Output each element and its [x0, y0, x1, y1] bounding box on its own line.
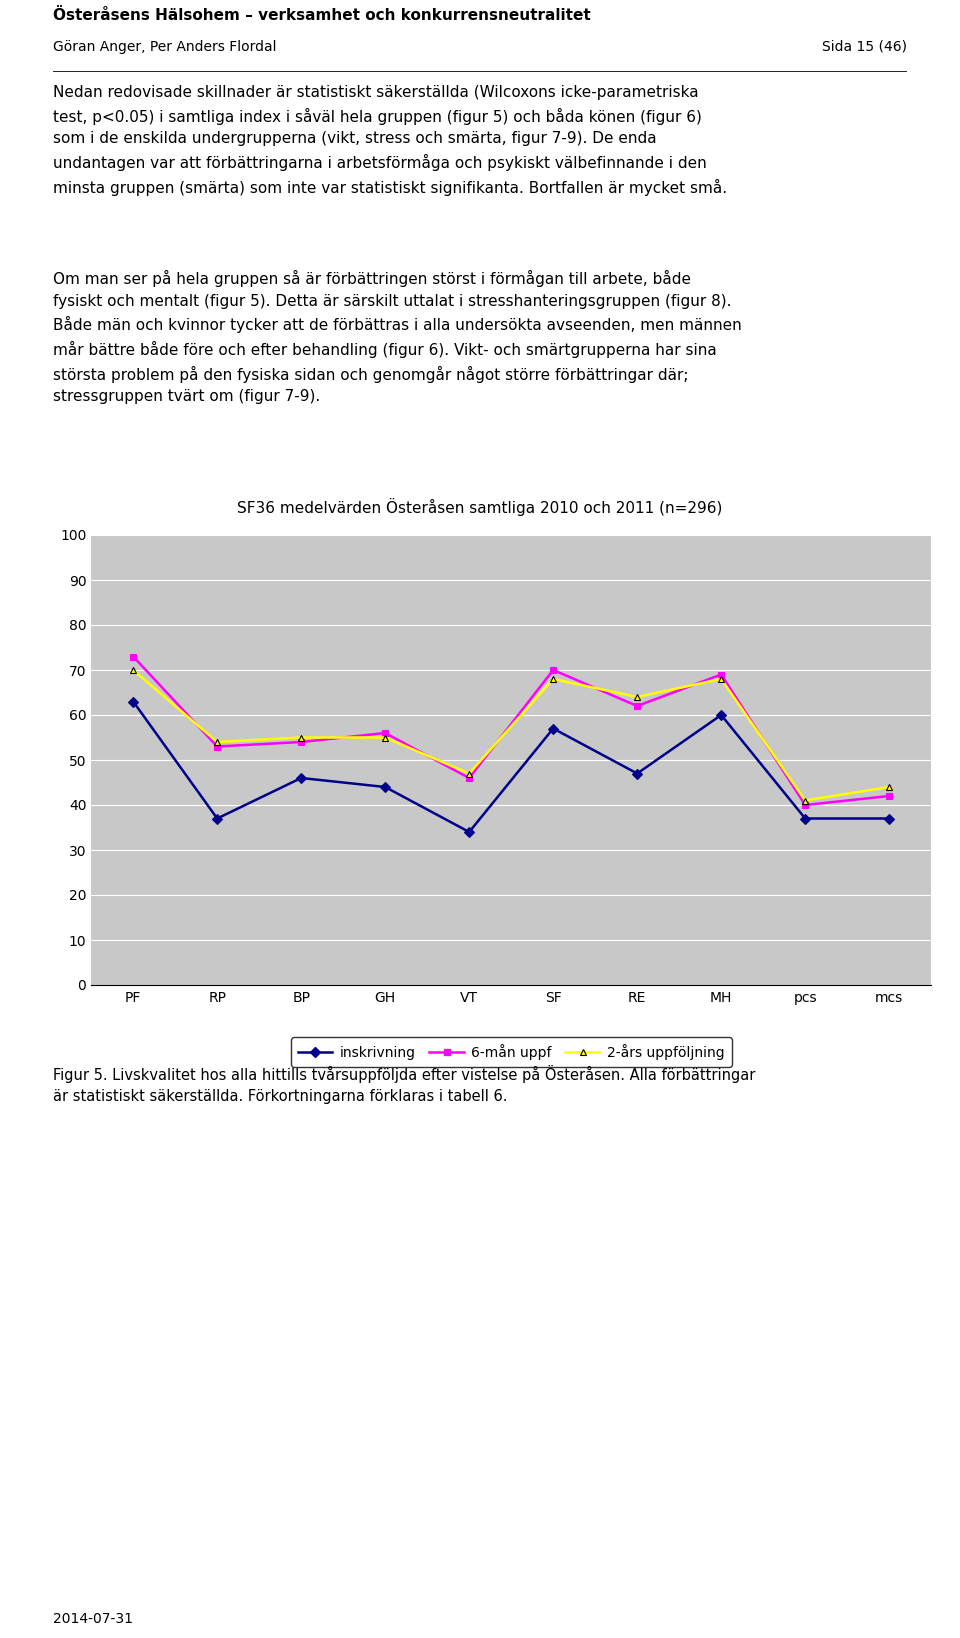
- 2-års uppföljning: [128, 660, 139, 680]
- inskrivning: [464, 822, 475, 842]
- 6-mån uppf: [464, 768, 475, 788]
- Text: 2014-07-31: 2014-07-31: [53, 1612, 132, 1627]
- inskrivning: [547, 719, 559, 739]
- Line: 6-mån uppf: 6-mån uppf: [130, 654, 893, 809]
- inskrivning: [632, 763, 643, 783]
- 6-mån uppf: [800, 794, 811, 814]
- 6-mån uppf: [715, 665, 727, 685]
- 6-mån uppf: [211, 737, 223, 757]
- Text: Om man ser på hela gruppen så är förbättringen störst i förmågan till arbete, bå: Om man ser på hela gruppen så är förbätt…: [53, 270, 741, 405]
- 2-års uppföljning: [379, 727, 391, 747]
- 2-års uppföljning: [296, 727, 307, 747]
- 6-mån uppf: [883, 786, 895, 806]
- inskrivning: [800, 809, 811, 829]
- 2-års uppföljning: [632, 688, 643, 708]
- 6-mån uppf: [128, 647, 139, 667]
- Text: Göran Anger, Per Anders Flordal: Göran Anger, Per Anders Flordal: [53, 39, 276, 54]
- Text: Nedan redovisade skillnader är statistiskt säkerställda (Wilcoxons icke-parametr: Nedan redovisade skillnader är statistis…: [53, 85, 727, 197]
- 2-års uppföljning: [715, 670, 727, 690]
- Text: Figur 5. Livskvalitet hos alla hittills tvårsuppföljda efter vistelse på Österås: Figur 5. Livskvalitet hos alla hittills …: [53, 1065, 756, 1104]
- Line: 2-års uppföljning: 2-års uppföljning: [130, 667, 893, 804]
- 6-mån uppf: [379, 722, 391, 742]
- 6-mån uppf: [547, 660, 559, 680]
- Text: Sida 15 (46): Sida 15 (46): [822, 39, 907, 54]
- Text: Österåsens Hälsohem – verksamhet och konkurrensneutralitet: Österåsens Hälsohem – verksamhet och kon…: [53, 8, 590, 23]
- Legend: inskrivning, 6-mån uppf, 2-års uppföljning: inskrivning, 6-mån uppf, 2-års uppföljni…: [291, 1037, 732, 1066]
- 2-års uppföljning: [883, 776, 895, 796]
- inskrivning: [715, 706, 727, 726]
- 2-års uppföljning: [547, 670, 559, 690]
- 2-års uppföljning: [211, 732, 223, 752]
- inskrivning: [296, 768, 307, 788]
- inskrivning: [379, 776, 391, 796]
- Line: inskrivning: inskrivning: [130, 698, 893, 835]
- inskrivning: [211, 809, 223, 829]
- 6-mån uppf: [296, 732, 307, 752]
- 2-års uppföljning: [464, 763, 475, 783]
- inskrivning: [883, 809, 895, 829]
- 6-mån uppf: [632, 696, 643, 716]
- inskrivning: [128, 691, 139, 711]
- 2-års uppföljning: [800, 791, 811, 811]
- Text: SF36 medelvärden Österåsen samtliga 2010 och 2011 (n=296): SF36 medelvärden Österåsen samtliga 2010…: [237, 498, 723, 516]
